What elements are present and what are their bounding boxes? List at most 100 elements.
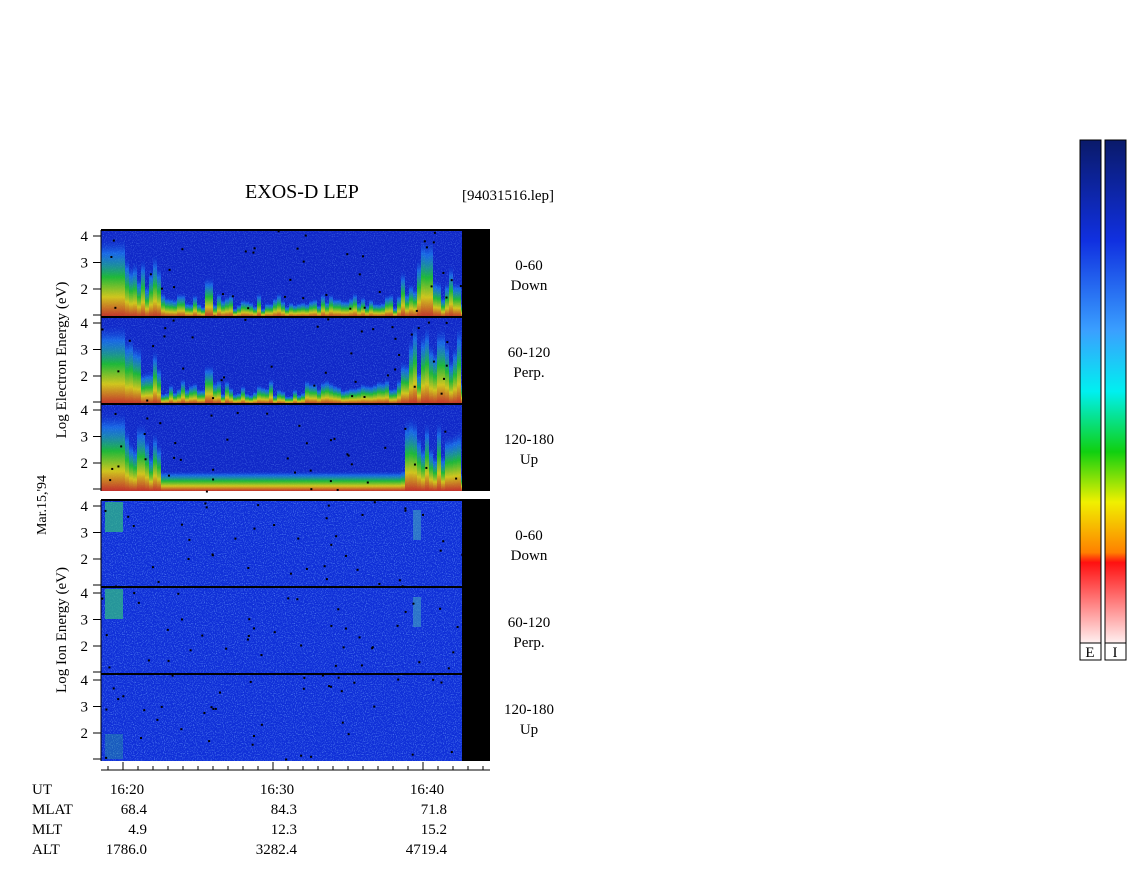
dot [152,345,155,348]
dot [361,513,364,516]
streak [385,471,389,491]
streak [105,237,109,317]
streak [193,293,197,317]
streak [353,292,357,317]
streak [249,394,253,404]
streak [269,378,273,404]
streak [377,303,381,317]
streak [213,381,217,404]
dot [346,453,349,456]
streak [133,445,137,491]
streak [397,294,401,317]
dot [289,278,292,281]
streak [453,281,457,317]
streak [229,471,233,491]
dot [351,395,354,398]
streak [381,380,385,404]
streak [437,280,441,317]
dot [445,321,448,324]
streak [241,471,245,491]
dot [105,708,108,711]
file-name: [94031516.lep] [462,188,554,204]
streak [273,394,277,404]
dot [112,687,115,690]
streak [433,455,437,491]
streak [105,324,109,404]
y-tick-label: 2 [81,369,89,385]
streak [221,393,225,404]
streak [101,411,105,491]
streak [321,471,325,491]
colorbar-label-box [1079,642,1102,661]
dot [151,566,154,569]
dot [252,251,255,254]
streak [193,471,197,491]
streak [337,297,341,317]
dot [329,439,332,442]
dot [323,565,326,568]
dot [366,481,369,484]
streak [377,471,381,491]
dot [404,509,407,512]
streak [129,335,133,404]
streak [169,383,173,404]
dot [172,319,175,322]
streak [449,358,453,404]
streak [413,418,417,491]
dot [378,290,381,293]
dot [212,397,215,400]
y-tick-label: 2 [81,552,89,568]
streak [141,258,145,317]
streak [277,471,281,491]
dot [337,676,340,679]
streak [145,284,149,317]
dot [411,753,414,756]
streak [173,298,177,317]
dot [212,707,215,710]
dot [270,365,273,368]
streak [429,237,433,317]
direction-label: Up [520,452,538,468]
streak [205,277,209,317]
streak [117,411,121,491]
dot [433,231,436,234]
streak [409,415,413,491]
dot [112,239,115,242]
streak [177,292,181,317]
dot [371,647,374,650]
noise [101,500,462,587]
streak [365,471,369,491]
streak [441,327,445,404]
dot [180,523,183,526]
dot [137,601,140,604]
streak [109,237,113,317]
dot [108,666,111,669]
streak [297,394,301,404]
streak [261,308,265,317]
streak [169,471,173,491]
streak [101,237,105,317]
streak [421,332,425,404]
dot [114,306,117,309]
dot [205,506,208,509]
dot [226,438,229,441]
streak [177,471,181,491]
dot [260,723,263,726]
streak [277,388,281,404]
dot [180,728,183,731]
dot [297,537,300,540]
dot [283,295,286,298]
streak [241,298,245,317]
streak [365,304,369,317]
dot [167,659,170,662]
dot [327,504,330,507]
direction-label: Perp. [513,365,544,381]
dot [327,318,330,321]
streak [325,378,329,404]
direction-label: Down [511,548,548,564]
streak [437,327,441,404]
y-tick-label: 4 [81,403,89,419]
streak [285,471,289,491]
dot [363,395,366,398]
orbit-value: 4.9 [128,822,147,838]
